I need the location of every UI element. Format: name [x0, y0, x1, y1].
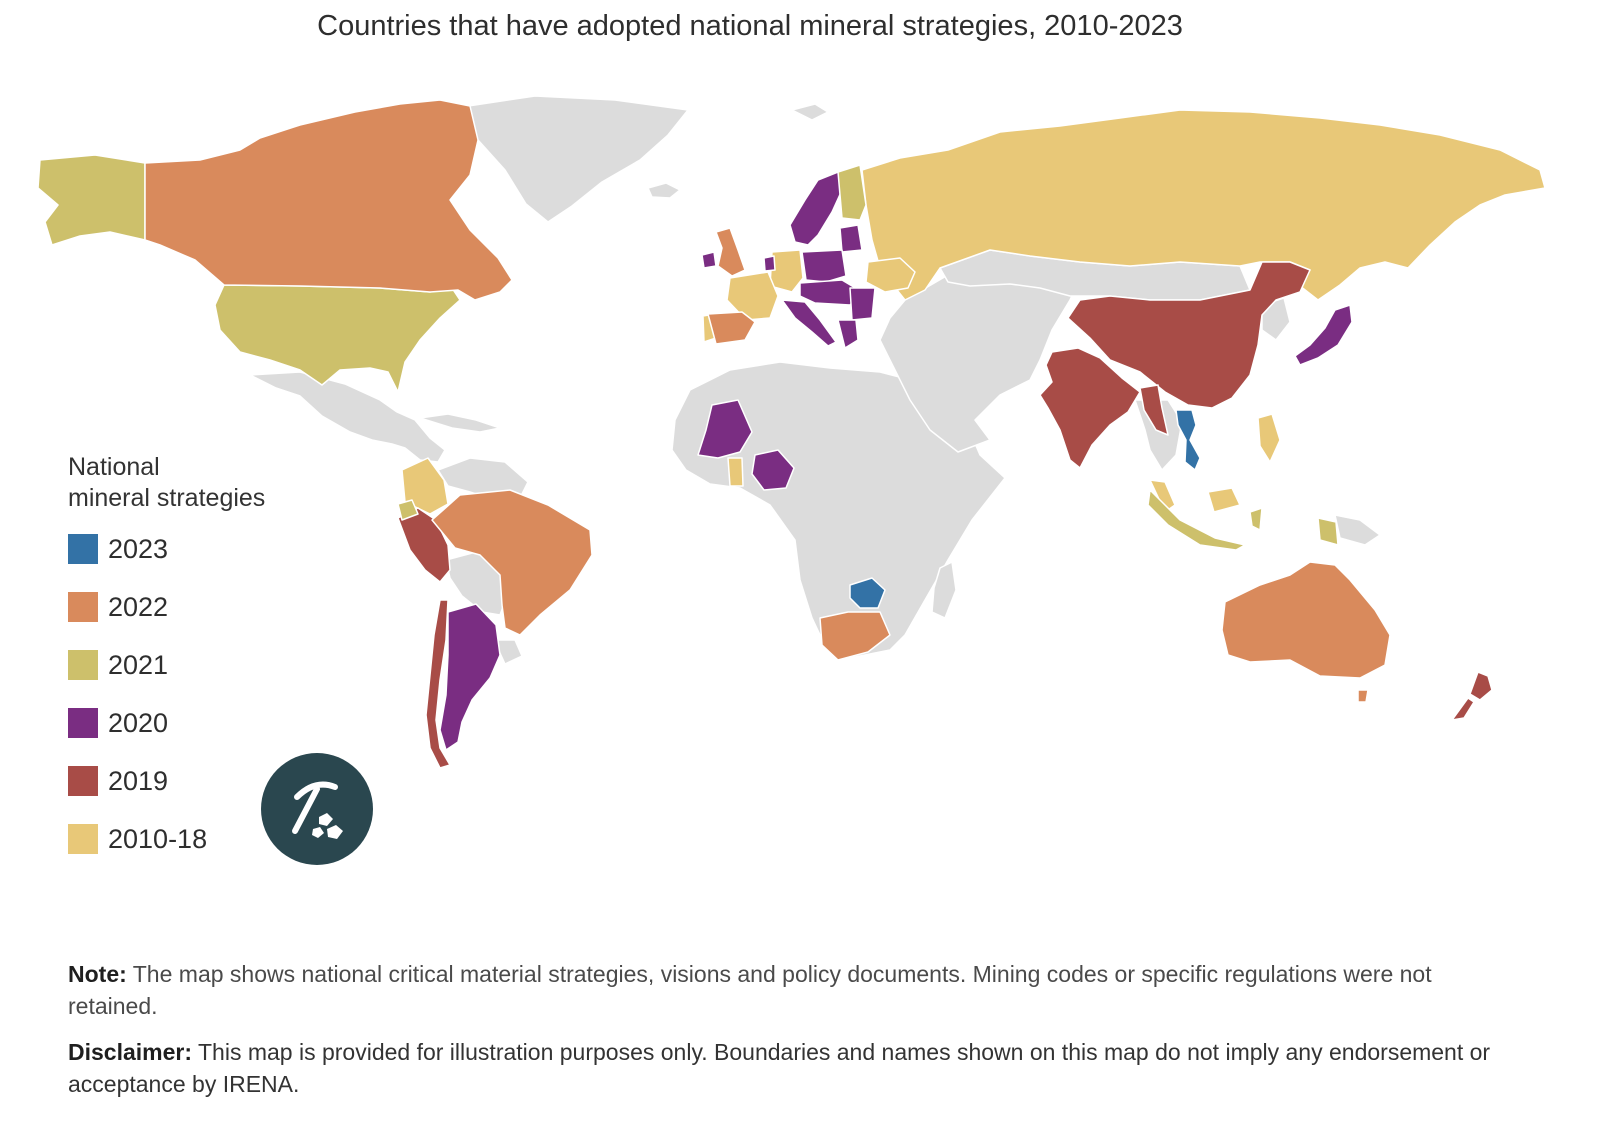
- iceland-region: [647, 182, 681, 199]
- legend-swatch-2020: [68, 708, 98, 738]
- legend-label-2021: 2021: [108, 649, 169, 680]
- disclaimer-text: This map is provided for illustration pu…: [68, 1039, 1491, 1097]
- legend-title-line-2: mineral strategies: [68, 484, 266, 512]
- southeast-asia-region: [1134, 399, 1183, 471]
- legend-item-2010-18: 2010-18: [68, 810, 265, 868]
- legend-swatch-2023: [68, 534, 98, 564]
- legend: National mineral strategies 2023 2022 20…: [68, 452, 265, 868]
- germany-region: [769, 249, 804, 293]
- note-paragraph: Note: The map shows national critical ma…: [68, 958, 1508, 1022]
- indonesia-region: [1147, 489, 1339, 551]
- strategy-2022-regions: [144, 99, 1391, 703]
- baltic-states-region: [839, 224, 863, 253]
- pickaxe-minerals-icon: [261, 753, 373, 865]
- legend-item-2023: 2023: [68, 520, 265, 578]
- chile-region: [425, 599, 451, 769]
- disclaimer-label: Disclaimer:: [68, 1039, 193, 1065]
- strategy-2020-regions: [439, 171, 1353, 751]
- finland-region: [837, 164, 867, 221]
- italy-croatia-region: [781, 299, 837, 347]
- romania-bulgaria-region: [849, 287, 876, 321]
- norway-sweden-region: [789, 171, 843, 246]
- russia-region: [861, 109, 1546, 301]
- footnotes: Note: The map shows national critical ma…: [68, 958, 1508, 1100]
- new-guinea-region: [1334, 514, 1381, 546]
- austria-hungary-region: [799, 279, 863, 306]
- no-strategy-regions: [249, 95, 1381, 665]
- argentina-region: [439, 603, 501, 751]
- strategy-2021-regions: [37, 154, 1339, 551]
- spain-region: [707, 311, 756, 345]
- legend-list: 2023 2022 2021 2020 2019 2010-18: [68, 520, 265, 868]
- south-africa-region: [819, 611, 891, 661]
- legend-label-2020: 2020: [108, 707, 169, 738]
- legend-item-2021: 2021: [68, 636, 265, 694]
- nigeria-region: [751, 449, 795, 491]
- uruguay-region: [493, 639, 523, 665]
- legend-item-2022: 2022: [68, 578, 265, 636]
- philippines-region: [1257, 413, 1281, 463]
- ghana-region: [727, 457, 744, 487]
- india-region: [1039, 347, 1141, 469]
- strategy-2010-18-regions: [401, 109, 1546, 515]
- united-kingdom-region: [715, 227, 746, 277]
- legend-label-2022: 2022: [108, 591, 169, 622]
- legend-swatch-2019: [68, 766, 98, 796]
- brazil-region: [431, 489, 593, 636]
- france-region: [726, 271, 779, 321]
- ireland-region: [701, 251, 717, 269]
- greece-region: [837, 319, 859, 349]
- legend-label-2023: 2023: [108, 533, 169, 564]
- netherlands-region: [763, 255, 776, 272]
- legend-label-2010-18: 2010-18: [108, 823, 208, 854]
- japan-region: [1294, 304, 1353, 366]
- greenland-region: [454, 95, 689, 223]
- poland-czechia-region: [801, 249, 847, 283]
- strategy-2023-regions: [849, 409, 1201, 609]
- legend-swatch-2021: [68, 650, 98, 680]
- legend-title-line-1: National: [68, 453, 160, 481]
- zimbabwe-region: [849, 577, 886, 609]
- strategy-2019-regions: [397, 261, 1493, 769]
- legend-item-2020: 2020: [68, 694, 265, 752]
- legend-label-2019: 2019: [108, 765, 169, 796]
- viet-nam-region: [1175, 409, 1201, 471]
- australia-region: [1221, 561, 1391, 703]
- legend-swatch-2010-18: [68, 824, 98, 854]
- note-label: Note:: [68, 961, 127, 987]
- ukraine-region: [865, 257, 916, 293]
- china-region: [1067, 261, 1311, 409]
- mali-region: [697, 399, 753, 459]
- alaska-region: [37, 154, 146, 246]
- world-map: [37, 95, 1546, 769]
- africa-region: [671, 361, 1006, 659]
- caribbean-region: [419, 413, 501, 433]
- map-title: Countries that have adopted national min…: [317, 10, 1183, 42]
- canada-region: [144, 99, 513, 301]
- legend-item-2019: 2019: [68, 752, 265, 810]
- note-text: The map shows national critical material…: [68, 961, 1432, 1019]
- disclaimer-paragraph: Disclaimer: This map is provided for ill…: [68, 1036, 1508, 1100]
- ecuador-region: [397, 499, 419, 521]
- myanmar-region: [1139, 384, 1169, 436]
- svalbard-region: [791, 103, 829, 121]
- madagascar-region: [931, 561, 957, 619]
- mexico-central-america-region: [249, 371, 446, 463]
- legend-swatch-2022: [68, 592, 98, 622]
- new-zealand-region: [1451, 671, 1493, 721]
